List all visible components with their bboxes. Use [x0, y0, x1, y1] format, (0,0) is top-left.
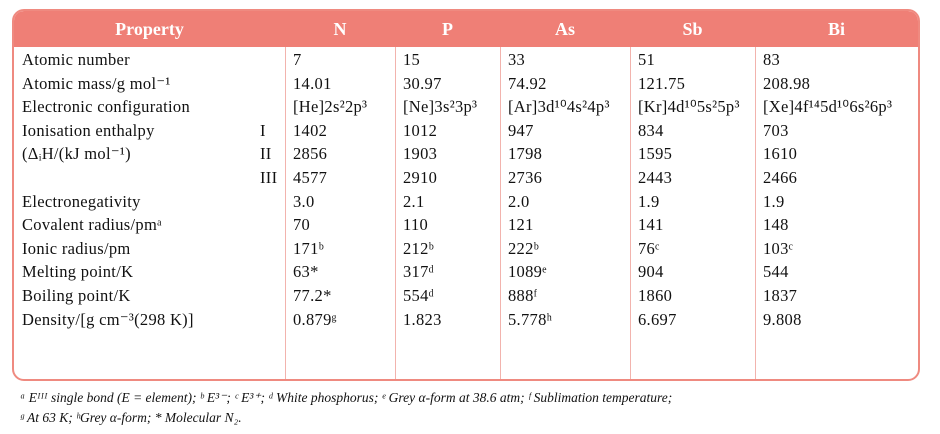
cell: 121.75: [638, 73, 686, 93]
cell: 222ᵇ: [508, 238, 540, 258]
cell: 110: [403, 215, 429, 235]
cell: 30.97: [403, 73, 442, 93]
cell: 2.1: [403, 191, 425, 211]
cell: 2443: [638, 168, 673, 187]
column-divider: [630, 47, 631, 379]
cell: 554ᵈ: [403, 286, 435, 305]
cell: 703: [763, 120, 789, 140]
cell: 544: [763, 262, 789, 282]
row-label: Electronic configuration: [22, 97, 191, 117]
row-label: Ionisation enthalpy: [22, 120, 155, 140]
cell: 1089ᵉ: [508, 262, 547, 282]
cell: 103ᶜ: [763, 238, 794, 258]
column-header: Property: [115, 19, 184, 39]
cell: 1837: [763, 286, 798, 305]
cell: 14.01: [293, 73, 332, 93]
cell: 3.0: [293, 191, 315, 211]
cell: [Ar]3d¹⁰4s²4p³: [508, 97, 610, 117]
column-header: Sb: [682, 19, 703, 39]
cell: 1610: [763, 144, 798, 164]
cell: 1012: [403, 120, 438, 140]
cell: [Ne]3s²3p³: [403, 97, 478, 117]
cell: 148: [763, 215, 789, 235]
cell: 6.697: [638, 309, 677, 329]
table-header: Property N P As Sb Bi: [14, 11, 918, 47]
footnote-line: ᵍ At 63 K; ʰGrey α-form; * Molecular N₂.: [20, 410, 242, 425]
cell: 33: [508, 50, 526, 69]
row-label: Ionic radius/pm: [22, 238, 131, 258]
cell: 15: [403, 50, 421, 69]
cell: 904: [638, 262, 664, 282]
column-divider: [500, 47, 501, 379]
cell: 317ᵈ: [403, 262, 435, 282]
row-label: Covalent radius/pmᵃ: [22, 215, 162, 235]
column-divider: [285, 47, 286, 379]
row-label: Boiling point/K: [22, 286, 131, 305]
column-divider: [755, 47, 756, 379]
cell: 2856: [293, 144, 328, 164]
cell: 208.98: [763, 73, 811, 93]
cell: 2466: [763, 168, 798, 187]
cell: 1903: [403, 144, 438, 164]
cell: 121: [508, 215, 534, 235]
column-header: Bi: [827, 19, 845, 39]
column-header: N: [333, 19, 347, 39]
cell: 2736: [508, 168, 543, 187]
cell: 2.0: [508, 191, 530, 211]
table: Property N P As Sb Bi Atomic number 7 15 33 51 83 A…: [12, 9, 920, 381]
row-label: Electronegativity: [22, 191, 141, 211]
row-label: Density/[g cm⁻³(298 K)]: [22, 309, 194, 329]
cell: 834: [638, 120, 664, 140]
cell: [Xe]4f¹⁴5d¹⁰6s²6p³: [763, 97, 893, 117]
cell: 77.2*: [293, 286, 332, 305]
column-header: P: [442, 19, 453, 39]
cell: [Kr]4d¹⁰5s²5p³: [638, 97, 740, 117]
cell: 5.778ʰ: [508, 309, 553, 329]
footnote-line: ᵃ Eᴵᴵᴵ single bond (E = element); ᵇ E³⁻;…: [20, 390, 673, 405]
cell: 1.823: [403, 309, 442, 329]
cell: 141: [638, 215, 664, 235]
cell: 1402: [293, 120, 328, 140]
cell: 888ᶠ: [508, 286, 538, 305]
cell: 947: [508, 120, 534, 140]
cell: 4577: [293, 168, 328, 187]
cell: 171ᵇ: [293, 238, 325, 258]
column-divider: [395, 47, 396, 379]
cell: 70: [293, 215, 311, 235]
row-label: Atomic mass/g mol⁻¹: [22, 73, 171, 93]
column-header: As: [554, 19, 575, 39]
cell: 1595: [638, 144, 673, 164]
row-sublabel: I: [260, 120, 266, 140]
row-label: Melting point/K: [22, 262, 134, 282]
cell: 1798: [508, 144, 543, 164]
cell: 83: [763, 50, 781, 69]
row-label: Atomic number: [22, 50, 130, 69]
row-label: (ΔᵢH/(kJ mol⁻¹): [22, 144, 131, 164]
footnote: ᵃ Eᴵᴵᴵ single bond (E = element); ᵇ E³⁻;…: [20, 388, 672, 428]
cell: 51: [638, 50, 656, 69]
cell: 9.808: [763, 309, 802, 329]
cell: [He]2s²2p³: [293, 97, 368, 117]
cell: 1860: [638, 286, 673, 305]
cell: 1.9: [763, 191, 785, 211]
cell: 74.92: [508, 73, 547, 93]
cell: 2910: [403, 168, 438, 187]
cell: 0.879ᵍ: [293, 309, 337, 329]
row-sublabel: III: [260, 168, 278, 187]
cell: 76ᶜ: [638, 238, 660, 258]
cell: 212ᵇ: [403, 238, 435, 258]
cell: 1.9: [638, 191, 660, 211]
cell: 7: [293, 50, 302, 69]
row-sublabel: II: [260, 144, 272, 164]
cell: 63*: [293, 262, 319, 282]
